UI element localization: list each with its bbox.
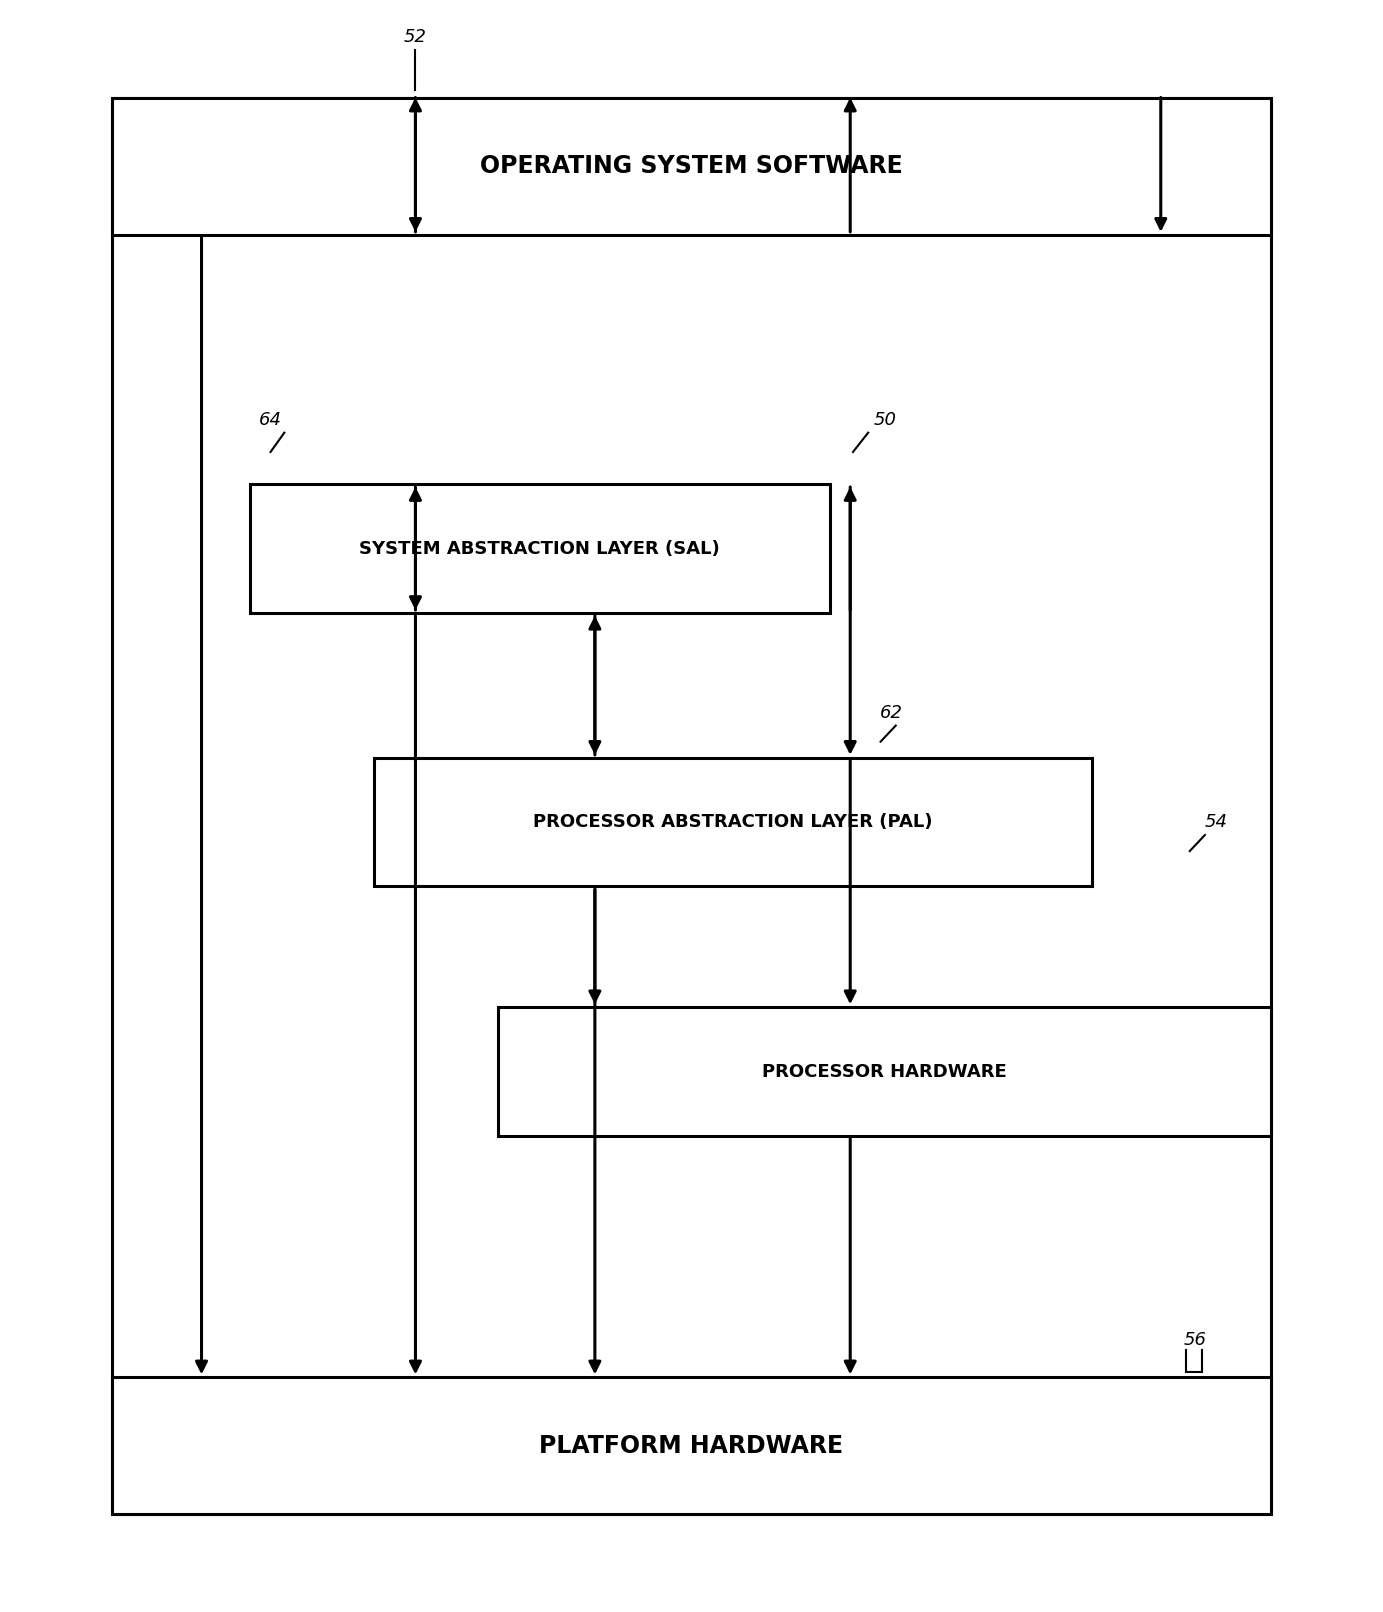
Text: PROCESSOR HARDWARE: PROCESSOR HARDWARE [762,1062,1007,1080]
Text: 64: 64 [259,411,282,429]
Text: 56: 56 [1184,1332,1207,1349]
Text: SYSTEM ABSTRACTION LAYER (SAL): SYSTEM ABSTRACTION LAYER (SAL) [360,540,721,558]
Bar [250,484,830,613]
Text: OPERATING SYSTEM SOFTWARE: OPERATING SYSTEM SOFTWARE [480,155,903,179]
Text: 54: 54 [1205,812,1228,832]
Text: 62: 62 [880,704,903,722]
Text: 50: 50 [873,411,896,429]
Bar [498,1008,1271,1136]
Text: PLATFORM HARDWARE: PLATFORM HARDWARE [539,1433,844,1457]
Bar [112,98,1271,235]
Text: 52: 52 [404,27,427,45]
Bar [112,1377,1271,1514]
Bar [373,758,1091,887]
Text: PROCESSOR ABSTRACTION LAYER (PAL): PROCESSOR ABSTRACTION LAYER (PAL) [534,812,932,832]
Bar [112,98,1271,1514]
